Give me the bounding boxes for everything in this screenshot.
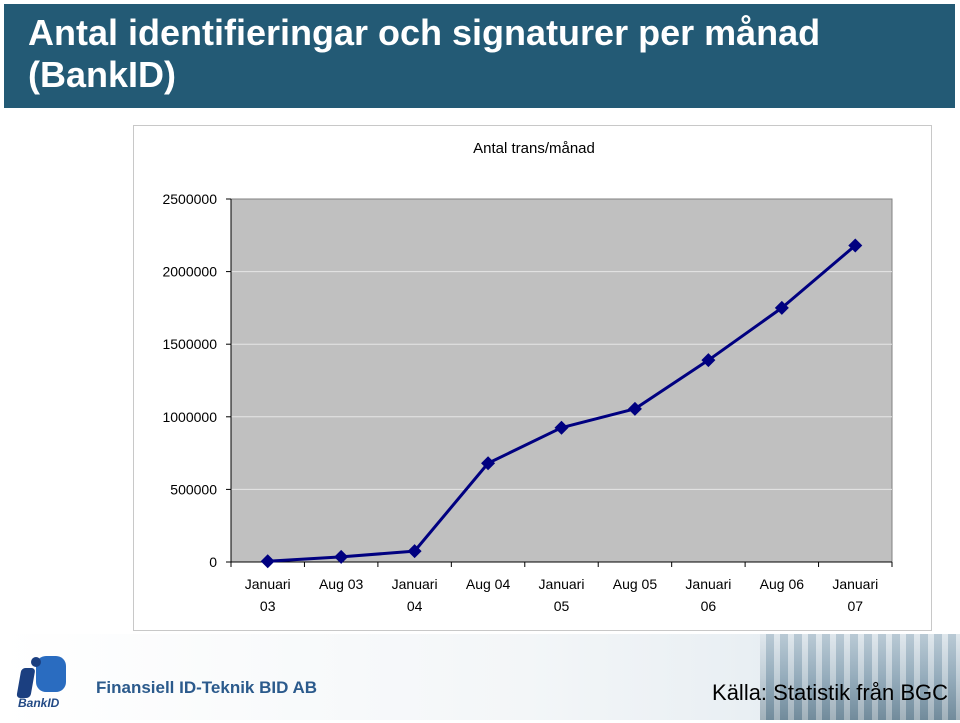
chart-title: Antal trans/månad	[473, 140, 595, 157]
y-tick-label: 0	[209, 554, 217, 570]
plot-area	[230, 198, 893, 563]
x-tick-label: Januari 03	[245, 576, 291, 614]
y-tick-label: 2500000	[162, 191, 217, 207]
x-tick-label: Aug 05	[613, 576, 658, 592]
data-point	[701, 353, 716, 368]
line-chart: Antal trans/månad 0 500000 1000000 1500000 2…	[162, 140, 893, 614]
x-tick-label: Januari 05	[539, 576, 585, 614]
data-point	[848, 238, 863, 253]
slide-title: Antal identifieringar och signaturer per…	[28, 12, 821, 95]
data-point	[481, 456, 496, 471]
x-tick-label: Januari 04	[392, 576, 438, 614]
data-point	[260, 554, 275, 569]
logo-text: BankID	[18, 696, 60, 710]
data-point	[407, 544, 422, 559]
chart-frame: Antal trans/månad 0 500000 1000000 1500000 2…	[133, 125, 932, 631]
y-tick-label: 500000	[170, 481, 217, 497]
x-tick-label: Januari 06	[685, 576, 731, 614]
office-photo	[760, 634, 960, 720]
x-tick-label: Aug 06	[760, 576, 805, 592]
bankid-logo	[14, 654, 78, 718]
footer: BankID Finansiell ID-Teknik BID AB Källa…	[0, 634, 960, 720]
x-tick-label: Januari 07	[832, 576, 878, 614]
x-tick-label: Aug 03	[319, 576, 364, 592]
data-point	[334, 549, 349, 564]
source-note: Källa: Statistik från BGC	[712, 680, 948, 705]
data-point	[627, 401, 642, 416]
y-tick-label: 1500000	[162, 336, 217, 352]
data-point	[554, 420, 569, 435]
y-tick-label: 2000000	[162, 264, 217, 280]
title-bar: Antal identifieringar och signaturer per…	[4, 4, 955, 108]
data-point	[774, 300, 789, 315]
y-tick-label: 1000000	[162, 409, 217, 425]
x-tick-label: Aug 04	[466, 576, 511, 592]
company-name: Finansiell ID-Teknik BID AB	[96, 678, 318, 697]
